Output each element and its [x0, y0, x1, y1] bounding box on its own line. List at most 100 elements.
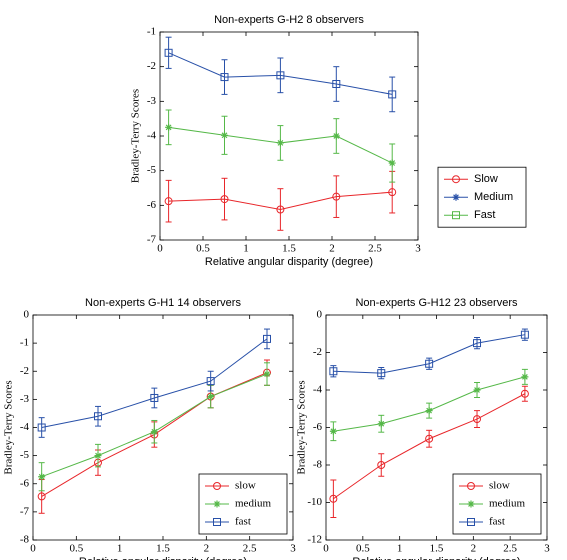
- error-bar: [151, 387, 158, 409]
- marker: [213, 482, 221, 490]
- x-tick-label: 2.5: [368, 243, 382, 255]
- y-tick-label: 0: [24, 309, 30, 321]
- y-tick-label: -6: [313, 421, 323, 433]
- subplot: 0 0.5 1 1.5 2 2.5 3 -8 -7 -6 -5 -4 -3 -2 -1 0 Non-expert…: [3, 297, 297, 560]
- marker: [213, 500, 221, 508]
- x-tick-label: 0: [323, 543, 329, 555]
- legend-label: Fast: [474, 209, 495, 221]
- marker: [213, 518, 221, 526]
- legend-label: fast: [235, 516, 251, 528]
- marker: [377, 420, 385, 428]
- x-tick-label: 0.5: [356, 543, 370, 555]
- error-bar: [38, 417, 45, 438]
- error-bar: [165, 36, 172, 69]
- marker: [467, 518, 475, 526]
- legend-label: medium: [235, 498, 271, 510]
- error-bar: [333, 175, 340, 218]
- x-tick-label: 2: [329, 243, 335, 255]
- marker: [94, 412, 102, 421]
- marker: [425, 434, 434, 443]
- legend-label: Slow: [474, 173, 498, 185]
- y-tick-label: -2: [313, 346, 322, 358]
- marker: [425, 407, 433, 415]
- x-tick-label: 2.5: [243, 543, 257, 555]
- marker: [473, 415, 482, 424]
- y-tick-label: -3: [147, 95, 157, 107]
- marker: [467, 482, 475, 490]
- error-bar: [426, 429, 433, 448]
- y-tick-label: -1: [20, 337, 29, 349]
- x-tick-label: 3: [290, 543, 296, 555]
- subplot: 0 0.5 1 1.5 2 2.5 3 -12 -10 -8 -6 -4 -2 0 Non-experts …: [296, 297, 551, 560]
- x-tick-label: 2: [204, 543, 210, 555]
- legend-label: slow: [489, 480, 510, 492]
- y-tick-label: -12: [307, 534, 322, 546]
- y-tick-label: -5: [20, 449, 30, 461]
- marker: [329, 367, 338, 376]
- marker: [388, 159, 396, 167]
- marker: [332, 132, 340, 140]
- error-bar: [165, 179, 172, 223]
- y-tick-label: -8: [20, 534, 30, 546]
- marker: [329, 427, 337, 435]
- marker: [220, 73, 229, 82]
- x-tick-label: 1: [397, 543, 403, 555]
- marker: [263, 334, 271, 343]
- x-tick-label: 3: [544, 543, 550, 555]
- marker: [521, 373, 529, 381]
- x-tick-label: 1.5: [156, 543, 170, 555]
- marker: [520, 389, 529, 398]
- marker: [221, 131, 228, 139]
- x-tick-label: 1: [243, 243, 249, 255]
- x-tick-label: 3: [415, 243, 421, 255]
- marker: [37, 492, 46, 501]
- marker: [94, 452, 102, 460]
- marker: [276, 205, 285, 214]
- y-tick-label: -5: [147, 164, 157, 176]
- legend-label: fast: [489, 516, 505, 528]
- x-tick-label: 1.5: [430, 543, 444, 555]
- chart-title: Non-experts G-H12 23 observers: [355, 297, 518, 309]
- y-tick-label: -7: [147, 234, 157, 246]
- y-tick-label: -8: [313, 459, 323, 471]
- error-bar: [389, 76, 396, 113]
- y-axis-label: Bradley-Terry Scores: [3, 380, 15, 474]
- marker: [206, 377, 215, 386]
- error-bar: [207, 370, 214, 392]
- error-bar: [221, 59, 228, 95]
- error-bar: [330, 479, 337, 518]
- error-bar: [95, 405, 101, 427]
- marker: [150, 393, 159, 402]
- error-bar: [333, 66, 340, 102]
- marker: [329, 494, 338, 503]
- legend: slow medium fast: [452, 473, 542, 535]
- y-tick-label: -1: [147, 26, 156, 38]
- marker: [377, 369, 386, 378]
- y-axis-label: Bradley-Terry Scores: [130, 89, 142, 183]
- marker: [164, 48, 173, 57]
- marker: [467, 500, 475, 508]
- x-axis-label: Relative angular disparity (degree): [352, 556, 520, 560]
- error-bar: [521, 385, 528, 402]
- legend-label: medium: [489, 498, 525, 510]
- marker: [276, 139, 284, 147]
- error-bar: [277, 57, 284, 94]
- error-bar: [474, 410, 481, 428]
- x-tick-label: 1: [117, 543, 123, 555]
- x-axis-label: Relative angular disparity (degree): [205, 256, 373, 268]
- y-tick-label: -4: [313, 384, 323, 396]
- x-tick-label: 2: [471, 543, 477, 555]
- y-tick-label: -4: [147, 130, 157, 142]
- marker: [425, 359, 434, 368]
- y-tick-label: -2: [147, 60, 156, 72]
- x-tick-label: 0: [30, 543, 36, 555]
- marker: [220, 195, 229, 204]
- marker: [332, 192, 341, 201]
- marker: [332, 80, 341, 88]
- legend: slow medium fast: [198, 473, 288, 535]
- y-tick-label: -6: [147, 199, 157, 211]
- marker: [388, 188, 397, 197]
- x-axis-label: Relative angular disparity (degree): [79, 556, 247, 560]
- marker: [165, 123, 173, 131]
- marker: [276, 71, 285, 80]
